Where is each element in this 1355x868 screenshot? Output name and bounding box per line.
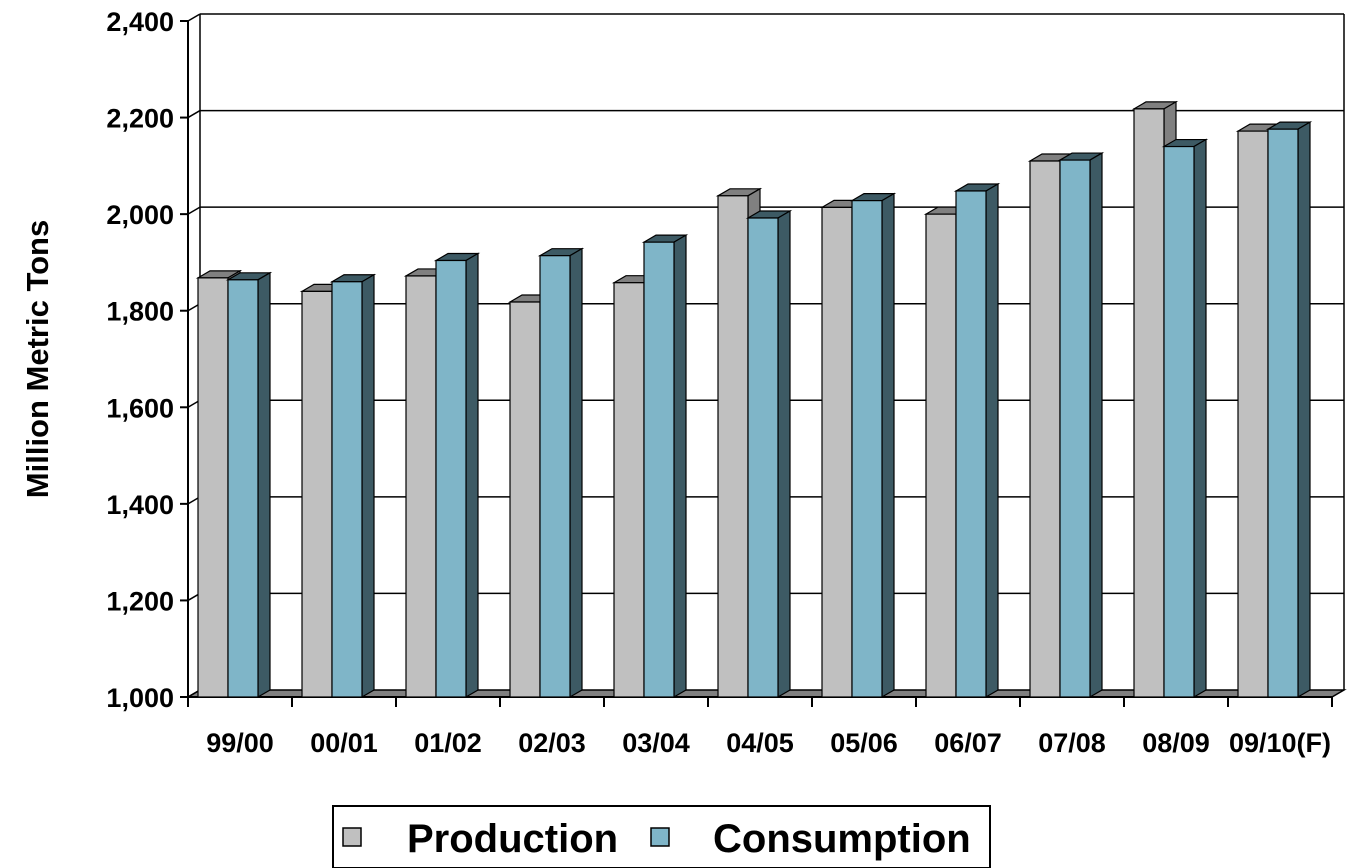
- bar-consumption-04/05: [745, 209, 793, 699]
- x-tick-label: 00/01: [310, 728, 378, 758]
- bar-side: [569, 247, 583, 699]
- bar-front: [509, 301, 541, 698]
- bar-front: [1163, 145, 1195, 698]
- bar-front: [613, 282, 645, 698]
- bar-front: [1133, 108, 1165, 698]
- bar-consumption-00/01: [329, 273, 377, 699]
- x-tick-label: 09/10(F): [1229, 728, 1331, 758]
- bar-side: [257, 271, 271, 699]
- bar-front: [227, 279, 259, 698]
- y-tick-label: 1,200: [106, 586, 174, 616]
- x-tick-label: 03/04: [622, 728, 690, 758]
- bar-consumption-99/00: [225, 271, 273, 699]
- bar-front: [717, 195, 749, 698]
- y-tick-label: 1,600: [106, 393, 174, 423]
- x-tick-label: 01/02: [414, 728, 482, 758]
- y-tick-label: 1,800: [106, 297, 174, 327]
- bar-side: [465, 252, 479, 699]
- bar-consumption-05/06: [849, 192, 897, 699]
- x-tick-label: 05/06: [830, 728, 898, 758]
- legend: Production Consumption: [332, 805, 991, 868]
- bar-front: [435, 259, 467, 698]
- x-tick-label: 04/05: [726, 728, 794, 758]
- y-tick-label: 1,000: [106, 683, 174, 713]
- bar-side: [777, 209, 791, 699]
- bar-side: [1297, 121, 1311, 699]
- bar-front: [955, 190, 987, 698]
- y-tick-labels: 1,000 1,200 1,400 1,600 1,800 2,000 2,200 2,400: [106, 7, 174, 713]
- y-tick-label: 2,000: [106, 200, 174, 230]
- bar-consumption-02/03: [537, 247, 585, 699]
- bars: [195, 100, 1313, 699]
- x-tick-label: 02/03: [518, 728, 586, 758]
- legend-label-consumption: Consumption: [713, 817, 971, 861]
- bar-front: [197, 277, 229, 698]
- bar-front: [539, 255, 571, 698]
- bar-consumption-01/02: [433, 252, 481, 699]
- bar-front: [331, 281, 363, 698]
- bar-side: [361, 273, 375, 699]
- bar-front: [405, 275, 437, 698]
- x-tick-label: 07/08: [1038, 728, 1106, 758]
- bar-side: [881, 192, 895, 699]
- bar-side: [1193, 138, 1207, 699]
- legend-swatch-consumption: [650, 827, 670, 847]
- bar-front: [821, 206, 853, 698]
- bar-consumption-08/09: [1161, 138, 1209, 699]
- bar-front: [925, 213, 957, 698]
- bar-front: [1237, 130, 1269, 698]
- y-tick-connector: [187, 206, 201, 215]
- x-tick-label: 06/07: [934, 728, 1002, 758]
- y-tick-connector: [187, 13, 201, 22]
- legend-label-production: Production: [407, 817, 618, 861]
- bar-front: [851, 200, 883, 698]
- y-tick-label: 1,400: [106, 490, 174, 520]
- y-tick-label: 2,200: [106, 104, 174, 134]
- y-tick-label: 2,400: [106, 7, 174, 37]
- legend-swatch-production: [342, 827, 362, 847]
- bar-front: [643, 241, 675, 698]
- y-tick-connector: [187, 109, 201, 119]
- y-axis-label: Million Metric Tons: [20, 220, 55, 498]
- bar-consumption-09/10(F): [1265, 121, 1313, 699]
- x-tick-label: 99/00: [206, 728, 274, 758]
- x-tick-labels: 99/00 00/01 01/02 02/03 03/04 04/05 05/06 06/07…: [206, 728, 1331, 758]
- bar-consumption-07/08: [1057, 152, 1105, 699]
- bar-front: [1059, 159, 1091, 698]
- bar-side: [1089, 152, 1103, 699]
- bar-side: [985, 182, 999, 699]
- bar-front: [747, 217, 779, 698]
- bar-side: [673, 234, 687, 699]
- bar-consumption-06/07: [953, 182, 1001, 699]
- bar-front: [1029, 160, 1061, 698]
- bar-front: [1267, 128, 1299, 698]
- bar-front: [301, 290, 333, 698]
- x-tick-label: 08/09: [1142, 728, 1210, 758]
- bar-consumption-03/04: [641, 234, 689, 699]
